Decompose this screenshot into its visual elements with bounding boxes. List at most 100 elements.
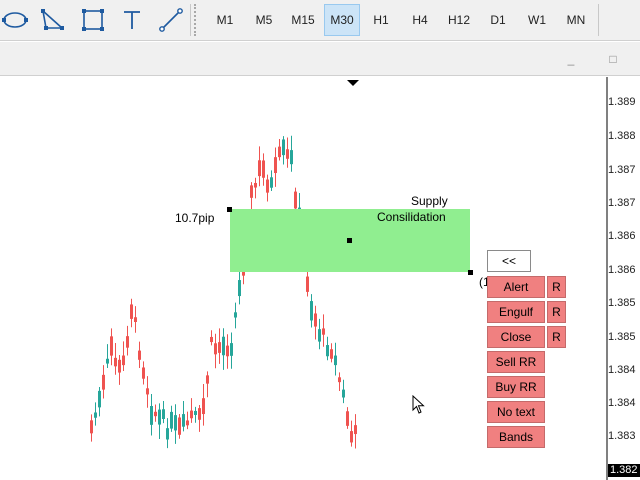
candle-body <box>250 185 253 198</box>
engulf-reset-button[interactable]: R <box>547 301 566 323</box>
zone-handle-top-left[interactable] <box>227 207 232 212</box>
candle-body <box>210 336 213 343</box>
candle-body <box>282 139 285 156</box>
toolbar-separator <box>598 4 599 36</box>
timeframe-h1[interactable]: H1 <box>373 13 389 27</box>
timeframe-h4[interactable]: H4 <box>412 13 428 27</box>
candle-body <box>226 345 229 357</box>
candle-body <box>118 359 121 373</box>
candle-body <box>138 350 141 360</box>
candle-body <box>310 301 313 321</box>
bands-button[interactable]: Bands <box>487 426 545 448</box>
shift-marker-icon <box>347 80 359 86</box>
candle-body <box>198 408 201 420</box>
price-label: 1.386 <box>608 230 636 242</box>
candle-body <box>142 367 145 379</box>
price-chart[interactable]: 1.389 1.388 1.387 1.387 1.386 1.386 1.38… <box>0 77 640 480</box>
candle-body <box>150 406 153 425</box>
chart-window-bar: _ □ <box>0 42 640 76</box>
candle-body <box>290 150 293 165</box>
close-button[interactable]: Close <box>487 326 545 348</box>
candle-body <box>266 179 269 193</box>
timeframe-w1[interactable]: W1 <box>528 13 546 27</box>
candle-body <box>354 425 357 435</box>
triangle-tool-button[interactable] <box>38 4 68 36</box>
candle-body <box>146 388 149 395</box>
candle-body <box>318 329 321 342</box>
candle-body <box>178 417 181 435</box>
candle-body <box>218 342 221 353</box>
candle-body <box>306 276 309 292</box>
maximize-button[interactable]: □ <box>606 52 620 66</box>
text-icon <box>124 11 140 29</box>
candle-body <box>334 355 337 366</box>
timeframe-mn[interactable]: MN <box>566 13 586 27</box>
timeframe-m30[interactable]: M30 <box>324 4 360 36</box>
candle-body <box>182 414 185 427</box>
sell-rr-button[interactable]: Sell RR <box>487 351 545 373</box>
rectangle-tool-button[interactable] <box>78 4 108 36</box>
toolbar-separator <box>190 4 191 36</box>
candle-body <box>98 390 101 408</box>
zone-subtitle: Consilidation <box>377 210 446 224</box>
minimize-button[interactable]: _ <box>564 52 578 66</box>
price-label: 1.387 <box>608 164 636 176</box>
price-label: 1.385 <box>608 331 636 343</box>
candle-body <box>110 336 113 356</box>
candle-body <box>190 410 193 419</box>
candle-body <box>238 280 241 297</box>
price-label: 1.385 <box>608 297 636 309</box>
candle-body <box>326 345 329 357</box>
candle-body <box>174 415 177 431</box>
buy-rr-button[interactable]: Buy RR <box>487 376 545 398</box>
candle-body <box>338 377 341 383</box>
timeframe-h12[interactable]: H12 <box>447 13 470 27</box>
candle-body <box>330 349 333 359</box>
candle-body <box>170 411 173 429</box>
engulf-button[interactable]: Engulf <box>487 301 545 323</box>
chart-canvas <box>90 77 608 480</box>
candle-body <box>342 389 345 398</box>
price-label: 1.383 <box>608 430 636 442</box>
rectangle-icon <box>82 9 104 31</box>
candle-body <box>90 420 93 434</box>
current-price-label: 1.382 <box>608 464 640 477</box>
candle-body <box>230 343 233 356</box>
pip-size-label: 10.7pip <box>175 211 215 225</box>
zone-handle-bottom-right[interactable] <box>468 270 473 275</box>
zone-handle-center[interactable] <box>347 238 352 243</box>
candle-body <box>254 182 257 188</box>
ellipse-icon <box>2 12 28 28</box>
timeframe-m15[interactable]: M15 <box>291 13 315 27</box>
no-text-button[interactable]: No text <box>487 401 545 423</box>
candle-body <box>270 177 273 188</box>
candle-body <box>346 411 349 426</box>
candle-body <box>322 328 325 335</box>
candlestick-series <box>90 135 357 449</box>
trendline-tool-button[interactable] <box>156 4 186 36</box>
alert-button[interactable]: Alert <box>487 276 545 298</box>
price-label: 1.386 <box>608 264 636 276</box>
candle-body <box>158 409 161 425</box>
ellipse-tool-button[interactable] <box>0 4 30 36</box>
timeframe-d1[interactable]: D1 <box>490 13 506 27</box>
candle-body <box>94 412 97 418</box>
zone-title: Supply <box>411 194 448 208</box>
candle-body <box>134 317 137 323</box>
mouse-cursor-icon <box>412 395 425 414</box>
close-reset-button[interactable]: R <box>547 326 566 348</box>
triangle-icon <box>41 8 65 30</box>
text-tool-button[interactable] <box>117 4 147 36</box>
timeframe-m5[interactable]: M5 <box>255 13 273 27</box>
candle-body <box>102 374 105 390</box>
collapse-panel-button[interactable]: << <box>487 250 531 272</box>
toolbar-grip[interactable] <box>194 4 196 36</box>
candle-body <box>274 157 277 174</box>
alert-reset-button[interactable]: R <box>547 276 566 298</box>
price-label: 1.387 <box>608 197 636 209</box>
candle-body <box>194 410 197 415</box>
candle-body <box>214 343 217 355</box>
timeframe-m1[interactable]: M1 <box>216 13 234 27</box>
candle-body <box>206 375 209 384</box>
